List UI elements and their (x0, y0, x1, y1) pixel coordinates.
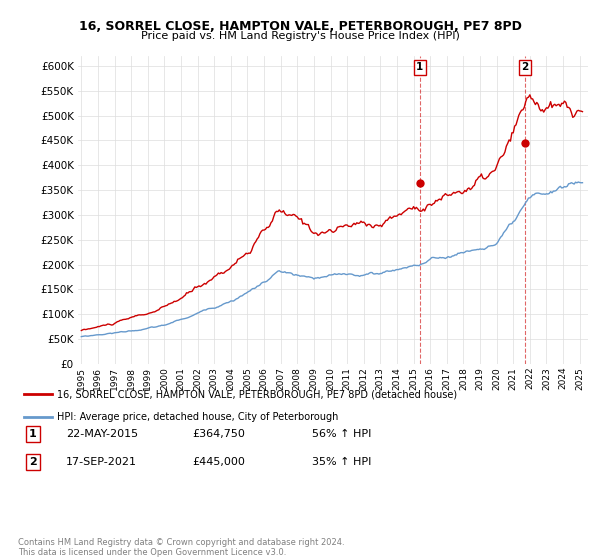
Text: 2: 2 (29, 457, 37, 467)
Text: 16, SORREL CLOSE, HAMPTON VALE, PETERBOROUGH, PE7 8PD (detached house): 16, SORREL CLOSE, HAMPTON VALE, PETERBOR… (58, 389, 458, 399)
Text: 56% ↑ HPI: 56% ↑ HPI (312, 429, 371, 439)
Text: 2: 2 (521, 62, 529, 72)
Text: 22-MAY-2015: 22-MAY-2015 (66, 429, 138, 439)
Text: £445,000: £445,000 (192, 457, 245, 467)
Text: Contains HM Land Registry data © Crown copyright and database right 2024.
This d: Contains HM Land Registry data © Crown c… (18, 538, 344, 557)
Text: 1: 1 (29, 429, 37, 439)
Text: HPI: Average price, detached house, City of Peterborough: HPI: Average price, detached house, City… (58, 412, 339, 422)
Text: 16, SORREL CLOSE, HAMPTON VALE, PETERBOROUGH, PE7 8PD: 16, SORREL CLOSE, HAMPTON VALE, PETERBOR… (79, 20, 521, 32)
Text: 1: 1 (416, 62, 424, 72)
Text: £364,750: £364,750 (192, 429, 245, 439)
Text: Price paid vs. HM Land Registry's House Price Index (HPI): Price paid vs. HM Land Registry's House … (140, 31, 460, 41)
Text: 17-SEP-2021: 17-SEP-2021 (66, 457, 137, 467)
Text: 35% ↑ HPI: 35% ↑ HPI (312, 457, 371, 467)
